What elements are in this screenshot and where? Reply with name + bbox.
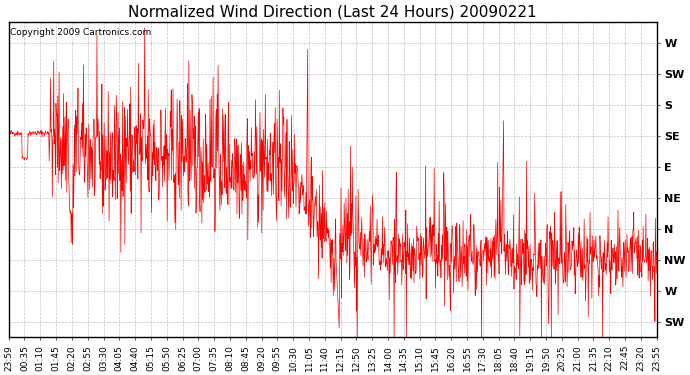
Text: Copyright 2009 Cartronics.com: Copyright 2009 Cartronics.com bbox=[10, 28, 151, 37]
Title: Normalized Wind Direction (Last 24 Hours) 20090221: Normalized Wind Direction (Last 24 Hours… bbox=[128, 4, 537, 19]
